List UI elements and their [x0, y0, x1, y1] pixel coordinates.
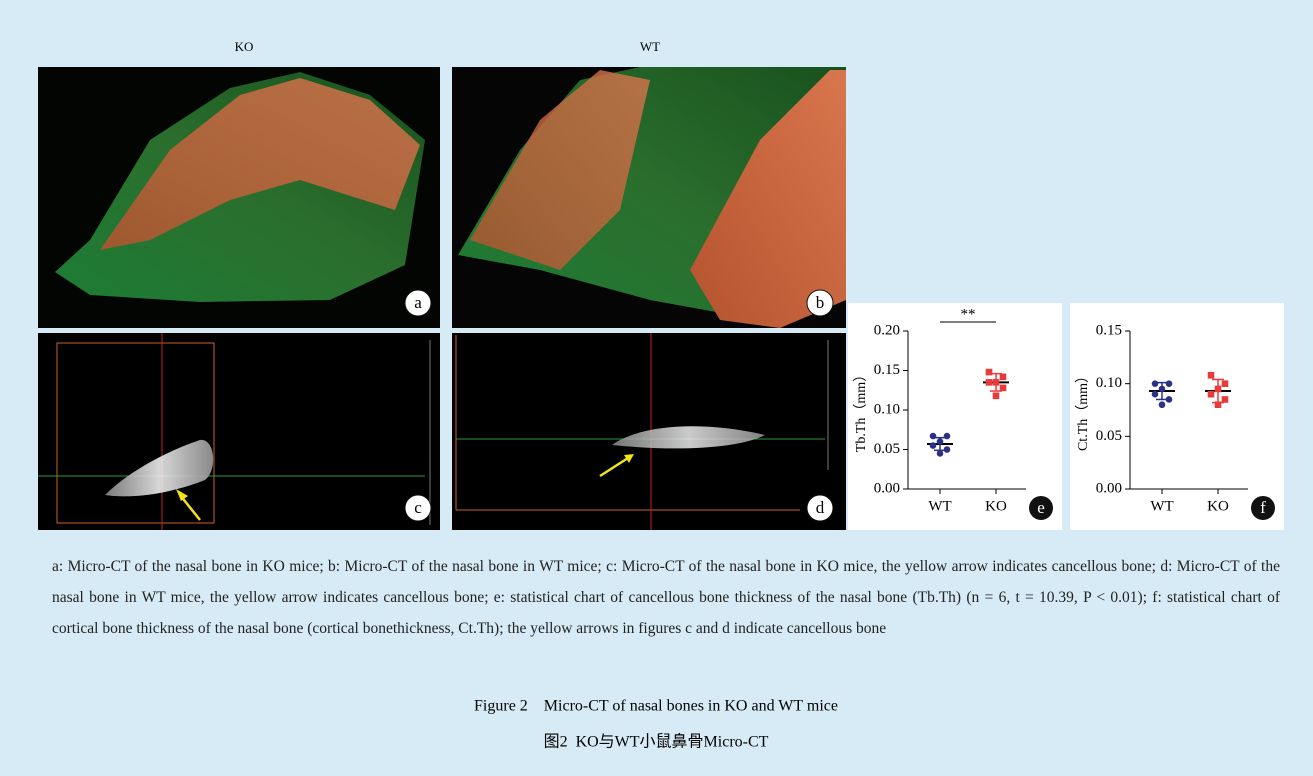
data-point: [1215, 401, 1222, 408]
x-tick-label: KO: [985, 498, 1007, 514]
y-tick-label: 0.15: [1096, 322, 1122, 338]
data-point: [986, 369, 993, 376]
data-point: [930, 442, 937, 449]
panel-letter: a: [414, 293, 422, 312]
image-a: a: [38, 67, 440, 328]
data-point: [1208, 391, 1215, 398]
chart: 0.00 0.05 0.10 0.15 Ct.Th（mm） WT KO f: [1070, 303, 1284, 530]
figure-title-zh: 图2 KO与WT小鼠鼻骨Micro-CT: [544, 733, 769, 751]
data-point: [993, 392, 1000, 399]
data-point: [944, 433, 951, 440]
column-label: WT: [640, 39, 660, 54]
y-tick-label: 0.00: [874, 480, 900, 496]
image-b: b: [452, 67, 846, 328]
panel-letter: d: [816, 498, 825, 517]
data-point: [1166, 380, 1173, 387]
data-point: [1152, 380, 1159, 387]
x-tick-label: WT: [928, 498, 951, 514]
y-tick-label: 0.00: [1096, 480, 1122, 496]
data-point: [986, 379, 993, 386]
data-point: [1152, 391, 1159, 398]
data-point: [937, 438, 944, 445]
annotation: **: [961, 306, 976, 322]
y-tick-label: 0.05: [874, 441, 900, 457]
y-tick-label: 0.15: [874, 362, 900, 378]
x-tick-label: KO: [1207, 498, 1229, 514]
panel-letter: c: [414, 498, 422, 517]
x-tick-label: WT: [1150, 498, 1173, 514]
figure: KO WT a b c: [0, 0, 1313, 776]
data-point: [993, 379, 1000, 386]
data-point: [930, 433, 937, 440]
data-point: [1222, 380, 1229, 387]
caption: a: Micro-CT of the nasal bone in KO mice…: [52, 551, 1280, 644]
figure-title-en: Figure 2 Micro-CT of nasal bones in KO a…: [474, 698, 838, 715]
y-tick-label: 0.05: [1096, 428, 1122, 444]
panel-letter: e: [1037, 498, 1045, 517]
panel-letter: f: [1260, 498, 1266, 517]
column-label: KO: [235, 39, 254, 54]
y-axis-label: Tb.Th（mm）: [853, 368, 869, 452]
data-point: [1159, 386, 1166, 393]
data-point: [1000, 374, 1007, 381]
data-point: [1000, 385, 1007, 392]
data-point: [1159, 401, 1166, 408]
image-c: c: [38, 333, 440, 530]
y-axis-label: Ct.Th（mm）: [1075, 369, 1091, 451]
data-point: [1166, 396, 1173, 403]
data-point: [1222, 396, 1229, 403]
y-tick-label: 0.20: [874, 322, 900, 338]
image-d: d: [452, 333, 846, 530]
chart: 0.00 0.05 0.10 0.15 0.20 Tb.Th（mm） WT KO ** e: [848, 303, 1062, 530]
y-tick-label: 0.10: [1096, 375, 1122, 391]
panel-letter: b: [816, 293, 825, 312]
data-point: [944, 446, 951, 453]
data-point: [937, 450, 944, 457]
data-point: [1208, 372, 1215, 379]
y-tick-label: 0.10: [874, 401, 900, 417]
data-point: [1215, 386, 1222, 393]
page: {"column_labels": ["KO", "WT"], "panels"…: [0, 0, 1313, 776]
